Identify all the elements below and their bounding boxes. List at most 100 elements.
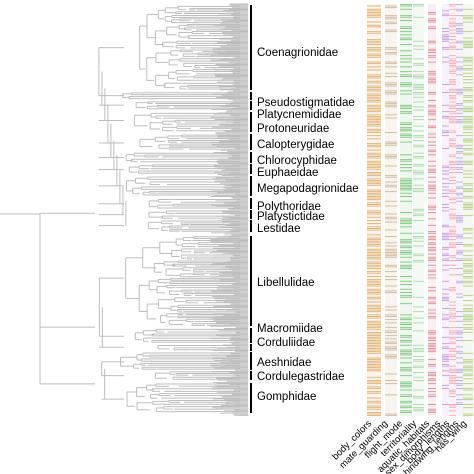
heatmap-cell — [413, 40, 424, 42]
heatmap-cell — [463, 42, 473, 44]
heatmap-cell — [456, 260, 463, 261]
heatmap-cell — [400, 8, 412, 10]
heatmap-cell — [367, 181, 381, 183]
heatmap-cell — [449, 216, 456, 218]
heatmap-cell — [385, 213, 397, 215]
heatmap-cell — [463, 397, 473, 399]
heatmap-cell — [449, 168, 456, 170]
heatmap-cell — [449, 42, 456, 44]
heatmap-cell — [456, 88, 463, 90]
heatmap-cell — [400, 61, 412, 63]
heatmap-cell — [449, 288, 456, 290]
heatmap-cell — [442, 56, 449, 58]
heatmap-cell — [428, 109, 436, 111]
heatmap-cell — [442, 116, 449, 117]
heatmap-cell — [463, 18, 473, 20]
heatmap-cell — [385, 191, 397, 193]
heatmap-cell — [463, 244, 473, 245]
heatmap-cell — [385, 92, 397, 93]
heatmap-cell — [456, 316, 463, 317]
heatmap-cell — [463, 176, 473, 178]
heatmap-cell — [367, 162, 381, 164]
heatmap-cell — [385, 175, 397, 177]
heatmap-cell — [400, 141, 412, 143]
heatmap-cell — [442, 132, 449, 133]
heatmap-cell — [456, 336, 463, 338]
heatmap-cell — [456, 384, 463, 386]
heatmap-cell — [367, 264, 381, 266]
heatmap-cell — [367, 288, 381, 290]
heatmap-cell — [449, 381, 456, 383]
heatmap-cell — [385, 314, 397, 316]
heatmap-cell — [413, 372, 424, 373]
heatmap-cell — [367, 388, 381, 389]
heatmap-cell — [449, 197, 456, 199]
heatmap-cell — [463, 96, 473, 98]
heatmap-cell — [385, 348, 397, 349]
heatmap-cell — [449, 404, 456, 405]
heatmap-cell — [367, 228, 381, 229]
heatmap-cell — [367, 351, 381, 353]
heatmap-cell — [442, 346, 449, 348]
heatmap-cell — [449, 106, 456, 108]
heatmap-cell — [428, 28, 436, 29]
heatmap-cell — [442, 236, 449, 237]
heatmap-cell — [449, 132, 456, 133]
heatmap-cell — [413, 213, 424, 215]
heatmap-cell — [442, 260, 449, 261]
heatmap-cell — [456, 112, 463, 114]
heatmap-cell — [367, 213, 381, 215]
heatmap-cell — [367, 365, 381, 367]
heatmap-cell — [456, 372, 463, 373]
heatmap-cell — [400, 196, 412, 197]
heatmap-cell — [442, 308, 449, 309]
heatmap-cell — [413, 76, 424, 77]
heatmap-cell — [442, 384, 449, 386]
heatmap-cell — [385, 415, 397, 417]
heatmap-cell — [413, 408, 424, 410]
heatmap-cell — [400, 128, 412, 130]
heatmap-cell — [413, 410, 424, 412]
heatmap-cell — [428, 136, 436, 138]
heatmap-cell — [400, 159, 412, 161]
heatmap-cell — [413, 253, 424, 255]
heatmap-cell — [400, 223, 412, 225]
heatmap-cell — [463, 72, 473, 74]
heatmap-cell — [400, 37, 412, 39]
heatmap-cell — [456, 8, 463, 10]
heatmap-cell — [385, 316, 397, 317]
heatmap-cell — [463, 314, 473, 316]
heatmap-column-body_colors — [367, 4, 381, 417]
heatmap-cell — [367, 26, 381, 28]
heatmap-cell — [456, 399, 463, 401]
heatmap-cell — [449, 156, 456, 157]
heatmap-cell — [367, 415, 381, 417]
heatmap-cell — [385, 245, 397, 247]
heatmap-cell — [385, 165, 397, 167]
heatmap-cell — [442, 189, 449, 191]
heatmap-cell — [428, 20, 436, 21]
heatmap-cell — [367, 229, 381, 231]
heatmap-cell — [367, 400, 381, 402]
heatmap-cell — [442, 255, 449, 257]
heatmap-cell — [385, 264, 397, 266]
heatmap-cell — [463, 197, 473, 199]
heatmap-cell — [428, 26, 436, 28]
heatmap-cell — [449, 90, 456, 92]
heatmap-cell — [367, 87, 381, 89]
heatmap-cell — [400, 218, 412, 220]
heatmap-cell — [400, 396, 412, 397]
heatmap-cell — [463, 56, 473, 58]
heatmap-cell — [428, 365, 436, 367]
heatmap-cell — [456, 162, 463, 164]
heatmap-cell — [456, 368, 463, 370]
heatmap-cell — [385, 279, 397, 281]
heatmap-column-sex_dimorphisms — [442, 4, 449, 416]
heatmap-cell — [367, 248, 381, 250]
heatmap-cell — [428, 364, 436, 365]
heatmap-cell — [385, 143, 397, 145]
heatmap-cell — [367, 391, 381, 393]
heatmap-cell — [367, 240, 381, 242]
heatmap-cell — [463, 164, 473, 165]
heatmap-cell — [463, 399, 473, 401]
